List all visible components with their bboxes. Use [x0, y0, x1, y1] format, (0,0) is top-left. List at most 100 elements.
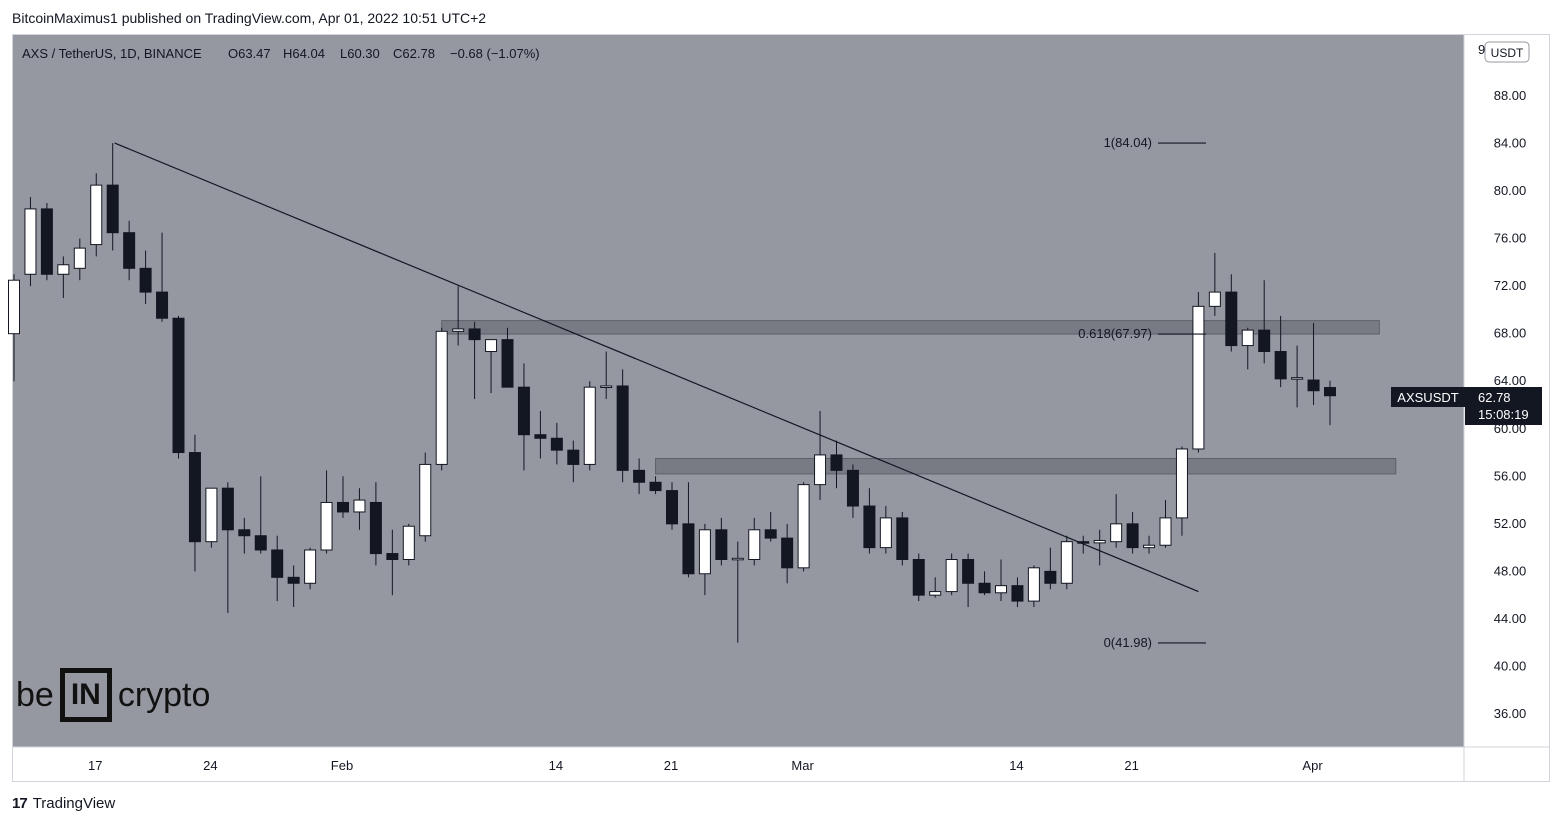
candle-22 [353, 488, 366, 530]
candle-25 [402, 523, 415, 566]
candle-31 [501, 327, 514, 388]
candle-53 [863, 488, 876, 554]
candle-28 [452, 286, 465, 346]
candle-body [1027, 567, 1040, 602]
legend-high: H64.04 [283, 46, 325, 61]
time-tick-4: 14 [549, 758, 563, 773]
candle-66 [1077, 535, 1090, 554]
legend-symbol: AXS / TetherUS, 1D, BINANCE [22, 46, 202, 61]
price-tick-9: 56.00 [1494, 468, 1527, 483]
candle-18 [287, 565, 300, 608]
time-tick-9: Apr [1302, 758, 1323, 773]
candle-1 [8, 274, 20, 382]
candle-5 [73, 238, 86, 281]
candle-11 [172, 315, 185, 459]
candle-70 [1143, 535, 1156, 554]
candle-16 [254, 476, 267, 554]
candle-body [221, 487, 234, 531]
candle-37 [600, 351, 613, 400]
candle-body [830, 454, 843, 471]
candle-69 [1126, 511, 1139, 554]
candle-body [205, 487, 218, 543]
candle-body [649, 481, 662, 492]
time-tick-1: 17 [88, 758, 102, 773]
candle-71 [1159, 500, 1172, 548]
fib-label-1: 1(84.04) [1104, 135, 1152, 150]
price-axis-top-partial: 9 [1478, 42, 1485, 57]
footer-text: TradingView [32, 795, 116, 812]
candle-43 [698, 523, 711, 596]
candle-46 [748, 517, 761, 566]
candle-body [1175, 448, 1188, 519]
candle-body [616, 385, 629, 471]
candle-body [1060, 541, 1073, 584]
candle-79 [1291, 345, 1304, 408]
candle-body [1274, 351, 1287, 380]
candle-75 [1225, 274, 1238, 352]
candle-55 [896, 511, 909, 566]
candle-58 [945, 553, 958, 596]
candle-13 [205, 487, 218, 548]
price-tick-5: 72.00 [1494, 278, 1527, 293]
candle-body [1291, 377, 1304, 380]
candle-body [485, 339, 498, 353]
candle-74 [1208, 252, 1221, 316]
candle-body [995, 585, 1007, 594]
footer[interactable]: 17 TradingView [12, 795, 115, 812]
candle-body [188, 452, 201, 543]
candle-body [271, 549, 284, 578]
candle-body [254, 535, 267, 551]
candle-body [1324, 387, 1336, 397]
candle-body [1044, 570, 1057, 584]
fib-label-3: 0(41.98) [1104, 635, 1152, 650]
candle-body [1143, 544, 1156, 549]
candle-body [123, 232, 136, 269]
legend-low: L60.30 [340, 46, 380, 61]
candle-17 [271, 535, 284, 602]
price-tick-4: 76.00 [1494, 231, 1527, 246]
candle-body [517, 386, 530, 436]
candle-body [962, 559, 975, 584]
candle-body [863, 505, 876, 549]
candle-3 [40, 202, 53, 281]
fib-label-2: 0.618(67.97) [1078, 326, 1152, 341]
publisher-line: BitcoinMaximus1 published on TradingView… [12, 10, 487, 26]
logo-bracket-in: IN [59, 668, 112, 722]
candle-body [353, 499, 366, 513]
legend-change: −0.68 (−1.07%) [450, 46, 540, 61]
time-tick-3: Feb [331, 758, 353, 773]
candle-32 [517, 363, 530, 471]
candle-body [814, 454, 827, 486]
candle-39 [633, 458, 646, 495]
currency-label: USDT [1491, 46, 1524, 60]
candle-49 [797, 482, 810, 572]
candle-body [797, 484, 810, 569]
candle-body [534, 434, 547, 439]
time-tick-8: 21 [1124, 758, 1138, 773]
candle-body [896, 517, 909, 561]
candle-80 [1307, 322, 1320, 405]
candle-body [304, 549, 317, 584]
candle-12 [188, 434, 201, 572]
candle-body [1126, 523, 1139, 549]
currency-badge[interactable] [1484, 41, 1530, 63]
candle-body [550, 437, 563, 451]
candle-26 [419, 452, 432, 542]
candle-38 [616, 369, 629, 483]
candle-body [1077, 541, 1090, 544]
candle-72 [1175, 446, 1188, 536]
candle-41 [666, 482, 678, 530]
candle-body [106, 184, 119, 234]
candle-64 [1044, 547, 1057, 590]
candle-47 [764, 511, 777, 542]
candle-body [698, 529, 711, 575]
candle-body [1307, 379, 1320, 392]
time-axis[interactable]: 17 24 Feb 14 21 Mar 14 21 Apr [88, 758, 1323, 773]
candle-body [1011, 585, 1024, 602]
candle-body [879, 517, 892, 549]
candle-body [764, 529, 777, 539]
candle-body [452, 328, 465, 332]
candle-24 [386, 529, 399, 596]
candle-body [1208, 291, 1221, 307]
